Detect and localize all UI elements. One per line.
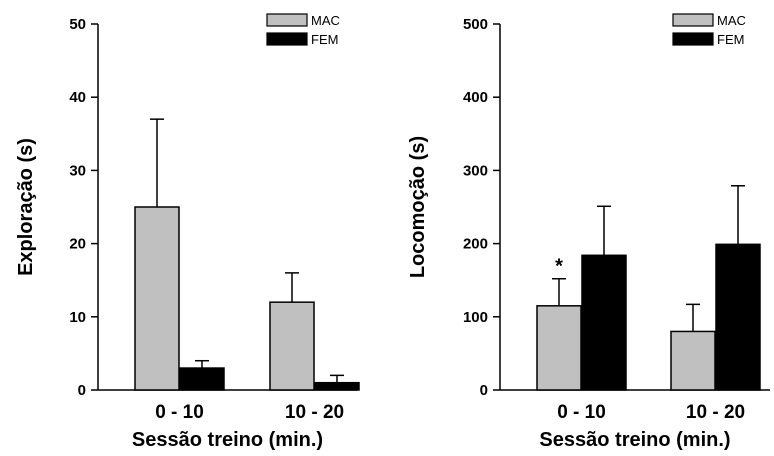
legend-swatch-fem bbox=[672, 32, 714, 46]
x-axis-title: Sessão treino (min.) bbox=[132, 429, 323, 451]
legend-label: MAC bbox=[717, 13, 746, 28]
bar-fem bbox=[314, 381, 360, 391]
chart-panel-2: 0 100 200 300 400 500 0 - 10 10 - 20 * Sessão tre… bbox=[407, 13, 770, 451]
y-tick-label: 10 bbox=[69, 309, 86, 326]
y-tick-label: 100 bbox=[463, 309, 488, 326]
legend-label: MAC bbox=[311, 13, 340, 28]
y-tick-label: 300 bbox=[463, 162, 488, 179]
y-tick-label: 40 bbox=[69, 89, 86, 106]
bar-mac bbox=[269, 301, 315, 391]
legend-label: FEM bbox=[717, 32, 744, 47]
x-tick-label: 10 - 20 bbox=[285, 402, 344, 423]
y-tick-label: 200 bbox=[463, 236, 488, 253]
legend-swatch-mac bbox=[672, 13, 714, 27]
y-axis-title: Exploração (s) bbox=[15, 138, 37, 276]
y-tick-label: 500 bbox=[463, 16, 488, 33]
y-tick-label: 20 bbox=[69, 236, 86, 253]
bar-fem bbox=[715, 243, 761, 391]
legend-label: FEM bbox=[311, 32, 338, 47]
bar-mac bbox=[670, 330, 716, 391]
y-tick-label: 0 bbox=[78, 382, 86, 399]
x-tick-label: 10 - 20 bbox=[686, 402, 745, 423]
bar-fem bbox=[179, 367, 225, 391]
y-tick-label: 30 bbox=[69, 162, 86, 179]
y-tick-label: 50 bbox=[69, 16, 86, 33]
x-tick-label: 0 - 10 bbox=[557, 402, 606, 423]
y-tick-label: 400 bbox=[463, 89, 488, 106]
legend-swatch-fem bbox=[266, 32, 308, 46]
chart-panel-1: 0 10 20 30 40 50 0 - 10 10 - 20 Sessão treino (m… bbox=[15, 13, 360, 451]
y-tick-label: 0 bbox=[480, 382, 488, 399]
bar-fem bbox=[581, 254, 627, 391]
significance-marker: * bbox=[555, 256, 563, 278]
legend: MAC FEM bbox=[266, 13, 340, 47]
legend: MAC FEM bbox=[672, 13, 746, 47]
x-axis-title: Sessão treino (min.) bbox=[539, 429, 730, 451]
x-tick-label: 0 - 10 bbox=[155, 402, 204, 423]
y-axis-title: Locomoção (s) bbox=[407, 136, 429, 278]
bar-mac bbox=[536, 305, 582, 391]
bar-mac bbox=[134, 206, 180, 391]
legend-swatch-mac bbox=[266, 13, 308, 27]
